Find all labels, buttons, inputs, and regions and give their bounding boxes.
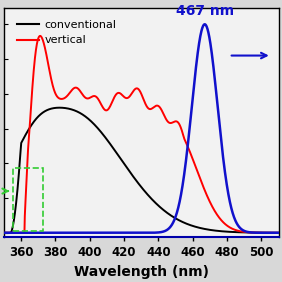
Text: 467 nm: 467 nm: [176, 4, 234, 18]
Legend: conventional, vertical: conventional, vertical: [12, 16, 121, 50]
X-axis label: Wavelength (nm): Wavelength (nm): [74, 265, 209, 279]
